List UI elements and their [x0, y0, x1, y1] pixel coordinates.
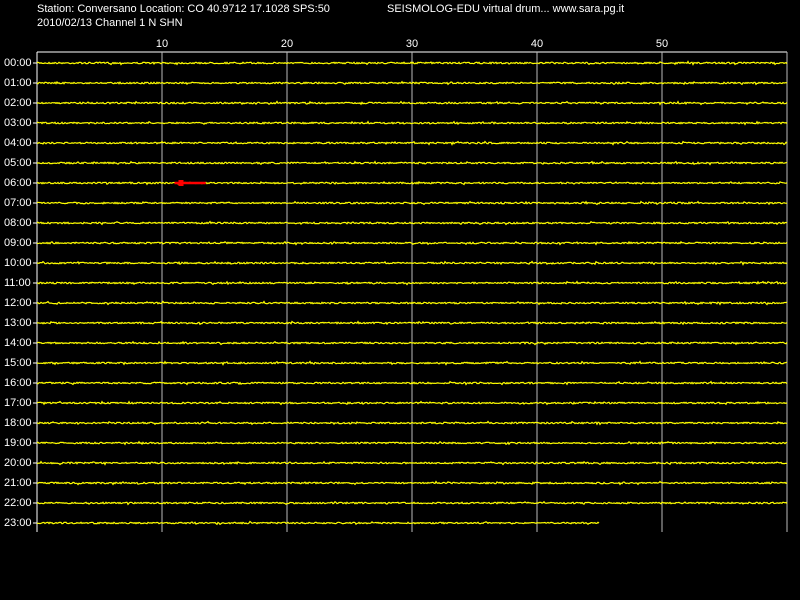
station-info: Station: Conversano Location: CO 40.9712… [37, 3, 330, 15]
hour-label: 12:00 [4, 297, 32, 309]
hour-label: 18:00 [4, 417, 32, 429]
hour-label: 14:00 [4, 337, 32, 349]
minute-label: 10 [156, 38, 168, 50]
app-title: SEISMOLOG-EDU virtual drum... www.sara.p… [387, 3, 624, 15]
hour-label: 10:00 [4, 257, 32, 269]
hour-label: 23:00 [4, 517, 32, 529]
seismic-trace [36, 240, 788, 246]
seismic-trace [36, 120, 788, 126]
hour-label: 02:00 [4, 97, 32, 109]
seismic-trace [36, 80, 788, 86]
hour-label: 20:00 [4, 457, 32, 469]
seismic-trace [37, 160, 788, 166]
date-channel: 2010/02/13 Channel 1 N SHN [37, 17, 183, 29]
seismic-trace [36, 380, 788, 386]
hour-label: 17:00 [4, 397, 32, 409]
seismic-trace [36, 100, 788, 106]
minute-label: 20 [281, 38, 293, 50]
hour-label: 11:00 [4, 277, 31, 289]
seismic-trace [37, 280, 788, 286]
seismic-trace [36, 60, 788, 66]
seismic-trace [36, 320, 788, 326]
hour-label: 21:00 [4, 477, 32, 489]
seismic-trace [36, 400, 788, 406]
hour-label: 04:00 [4, 137, 32, 149]
hour-label: 15:00 [4, 357, 32, 369]
hour-label: 01:00 [4, 77, 32, 89]
seismic-trace [36, 440, 788, 446]
seismic-trace [36, 300, 788, 306]
hour-label: 07:00 [4, 197, 32, 209]
hour-label: 19:00 [4, 437, 32, 449]
hour-label: 09:00 [4, 237, 32, 249]
hour-label: 00:00 [4, 57, 32, 69]
seismic-trace [36, 460, 788, 466]
seismic-trace [36, 480, 788, 486]
seismic-trace [36, 360, 788, 366]
minute-label: 50 [656, 38, 668, 50]
seismic-trace [36, 340, 788, 346]
seismic-trace [36, 420, 788, 426]
seismic-trace [36, 500, 788, 506]
seismic-trace [36, 520, 600, 526]
seismic-trace [36, 260, 788, 266]
hour-label: 13:00 [4, 317, 32, 329]
seismic-trace [36, 140, 788, 146]
hour-label: 22:00 [4, 497, 32, 509]
hour-label: 06:00 [4, 177, 32, 189]
minute-label: 40 [531, 38, 543, 50]
minute-label: 30 [406, 38, 418, 50]
seismic-trace [36, 220, 788, 226]
seismic-trace [36, 200, 788, 206]
hour-label: 08:00 [4, 217, 32, 229]
hour-label: 03:00 [4, 117, 32, 129]
seismic-trace [36, 180, 788, 186]
event-marker [178, 180, 184, 186]
hour-label: 05:00 [4, 157, 32, 169]
hour-label: 16:00 [4, 377, 32, 389]
